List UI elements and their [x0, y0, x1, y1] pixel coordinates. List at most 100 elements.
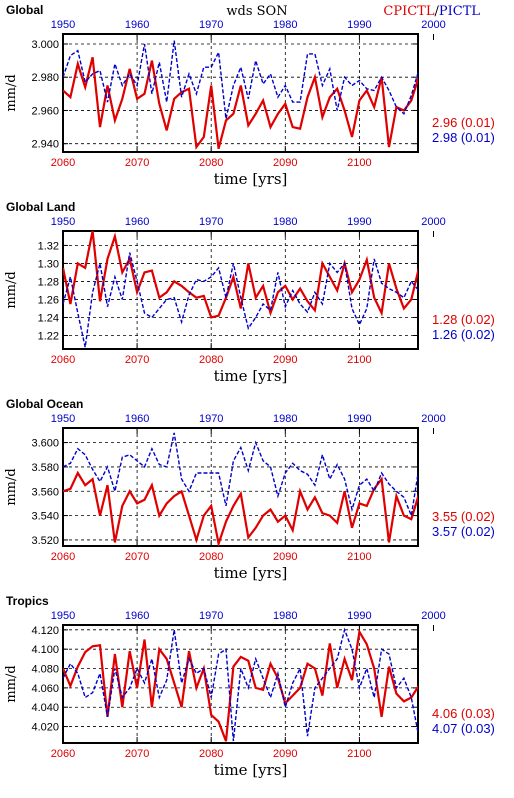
- x-tick-label-top: 1960: [125, 216, 149, 228]
- y-tick-label: 4.040: [31, 702, 59, 714]
- x-tick-label-top: 1980: [273, 216, 297, 228]
- y-axis-label: mm/d: [4, 271, 19, 308]
- x-axis-label: time [yrs]: [214, 367, 288, 385]
- x-tick-label-top: 1990: [347, 19, 371, 31]
- y-axis-label: mm/d: [4, 665, 19, 702]
- x-tick-label-top: 2000: [421, 216, 445, 228]
- stat-pictl: 4.07 (0.03): [432, 721, 495, 736]
- stat-cpictl: 2.96 (0.01): [432, 115, 495, 130]
- x-tick-label-bottom: 2070: [125, 551, 149, 563]
- x-tick-label-top: 1970: [199, 19, 223, 31]
- y-tick-label: 1.24: [38, 312, 59, 324]
- legend-exp-name: CPICTL: [383, 4, 434, 19]
- x-tick-label-top: 1990: [347, 413, 371, 425]
- x-tick-label-top: 1990: [347, 216, 371, 228]
- y-tick-label: 4.080: [31, 664, 59, 676]
- x-tick-label-top: 1950: [51, 413, 75, 425]
- series-line-cpictl: [63, 231, 418, 319]
- series-line-cpictl: [63, 57, 418, 150]
- y-tick-label: 1.32: [38, 240, 59, 252]
- y-tick-label: 3.000: [31, 39, 59, 51]
- y-tick-label: 2.960: [31, 105, 59, 117]
- series-line-cpictl: [63, 470, 418, 546]
- y-tick-label: 1.22: [38, 330, 59, 342]
- x-tick-label-top: 1960: [125, 610, 149, 622]
- x-tick-label-bottom: 2080: [199, 354, 223, 366]
- stat-cpictl: 1.28 (0.02): [432, 312, 495, 327]
- y-tick-label: 3.520: [31, 535, 59, 547]
- stat-cpictl: 4.06 (0.03): [432, 706, 495, 721]
- series-line-cpictl: [63, 628, 418, 742]
- y-tick-label: 3.600: [31, 438, 59, 450]
- y-tick-label: 4.120: [31, 625, 59, 637]
- stat-pictl: 1.26 (0.02): [432, 327, 495, 342]
- x-tick-label-bottom: 2070: [125, 157, 149, 169]
- stat-cpictl: 3.55 (0.02): [432, 509, 495, 524]
- panel-title: Global Ocean: [6, 397, 83, 411]
- x-tick-label-bottom: 2060: [51, 551, 75, 563]
- y-tick-label: 1.26: [38, 294, 59, 306]
- x-axis-label: time [yrs]: [214, 564, 288, 582]
- x-tick-label-bottom: 2090: [273, 748, 297, 760]
- x-tick-label-top: 1970: [199, 610, 223, 622]
- y-tick-label: 4.020: [31, 722, 59, 734]
- x-tick-label-top: 1980: [273, 413, 297, 425]
- series-line-pictl: [63, 252, 418, 348]
- stat-pictl: 3.57 (0.02): [432, 524, 495, 539]
- plot-frame: [62, 230, 419, 350]
- x-tick-label-top: 1950: [51, 19, 75, 31]
- y-tick-label: 2.980: [31, 72, 59, 84]
- series-line-pictl: [63, 40, 418, 119]
- panel-3: 4.120 4.100 4.080 4.060 4.040 4.020 2060 2070 20…: [4, 594, 495, 779]
- x-tick-label-bottom: 2080: [199, 748, 223, 760]
- plot-frame: [62, 624, 419, 744]
- panel-title: Global: [6, 3, 43, 17]
- stat-pictl: 2.98 (0.01): [432, 130, 495, 145]
- x-tick-label-bottom: 2060: [51, 748, 75, 760]
- legend-separator: /: [434, 4, 439, 19]
- y-axis-label: mm/d: [4, 74, 19, 111]
- y-tick-label: 3.580: [31, 462, 59, 474]
- x-tick-label-bottom: 2090: [273, 551, 297, 563]
- y-tick-label: 4.100: [31, 644, 59, 656]
- y-tick-label: 4.060: [31, 683, 59, 695]
- panel-title: Global Land: [6, 200, 75, 214]
- x-tick-label-bottom: 2090: [273, 157, 297, 169]
- legend-ctl-name: PICTL: [439, 4, 481, 19]
- series-line-pictl: [63, 627, 418, 742]
- x-tick-label-top: 1960: [125, 413, 149, 425]
- x-axis-label: time [yrs]: [214, 170, 288, 188]
- x-tick-label-bottom: 2080: [199, 551, 223, 563]
- series-line-pictl: [63, 432, 418, 519]
- x-tick-label-top: 1970: [199, 413, 223, 425]
- x-tick-label-bottom: 2100: [347, 354, 371, 366]
- x-tick-label-bottom: 2060: [51, 157, 75, 169]
- x-tick-label-top: 1990: [347, 610, 371, 622]
- plot-frame: [62, 33, 419, 153]
- x-tick-label-top: 1980: [273, 19, 297, 31]
- legend-series-names: CPICTL/PICTL: [383, 4, 480, 19]
- x-tick-label-bottom: 2100: [347, 157, 371, 169]
- x-tick-label-top: 2000: [421, 413, 445, 425]
- x-tick-label-top: 1980: [273, 610, 297, 622]
- plot-frame: [62, 427, 419, 547]
- x-tick-label-top: 1950: [51, 610, 75, 622]
- panel-title: Tropics: [6, 594, 49, 608]
- x-tick-label-bottom: 2070: [125, 354, 149, 366]
- y-tick-label: 3.540: [31, 511, 59, 523]
- x-tick-label-top: 2000: [421, 19, 445, 31]
- x-tick-label-bottom: 2100: [347, 551, 371, 563]
- x-tick-label-bottom: 2100: [347, 748, 371, 760]
- x-tick-label-top: 1960: [125, 19, 149, 31]
- panel-0: 3.000 2.980 2.960 2.940 2060 2070 2080 2090 2100…: [4, 3, 495, 188]
- x-tick-label-bottom: 2090: [273, 354, 297, 366]
- x-tick-label-bottom: 2080: [199, 157, 223, 169]
- y-tick-label: 2.940: [31, 139, 59, 151]
- panel-2: 3.600 3.580 3.560 3.540 3.520 2060 2070 2080 209…: [4, 397, 495, 582]
- x-tick-label-top: 1950: [51, 216, 75, 228]
- season-label: wds SON: [226, 4, 287, 19]
- x-tick-label-top: 1970: [199, 216, 223, 228]
- x-axis-label: time [yrs]: [214, 761, 288, 779]
- x-tick-label-top: 2000: [421, 610, 445, 622]
